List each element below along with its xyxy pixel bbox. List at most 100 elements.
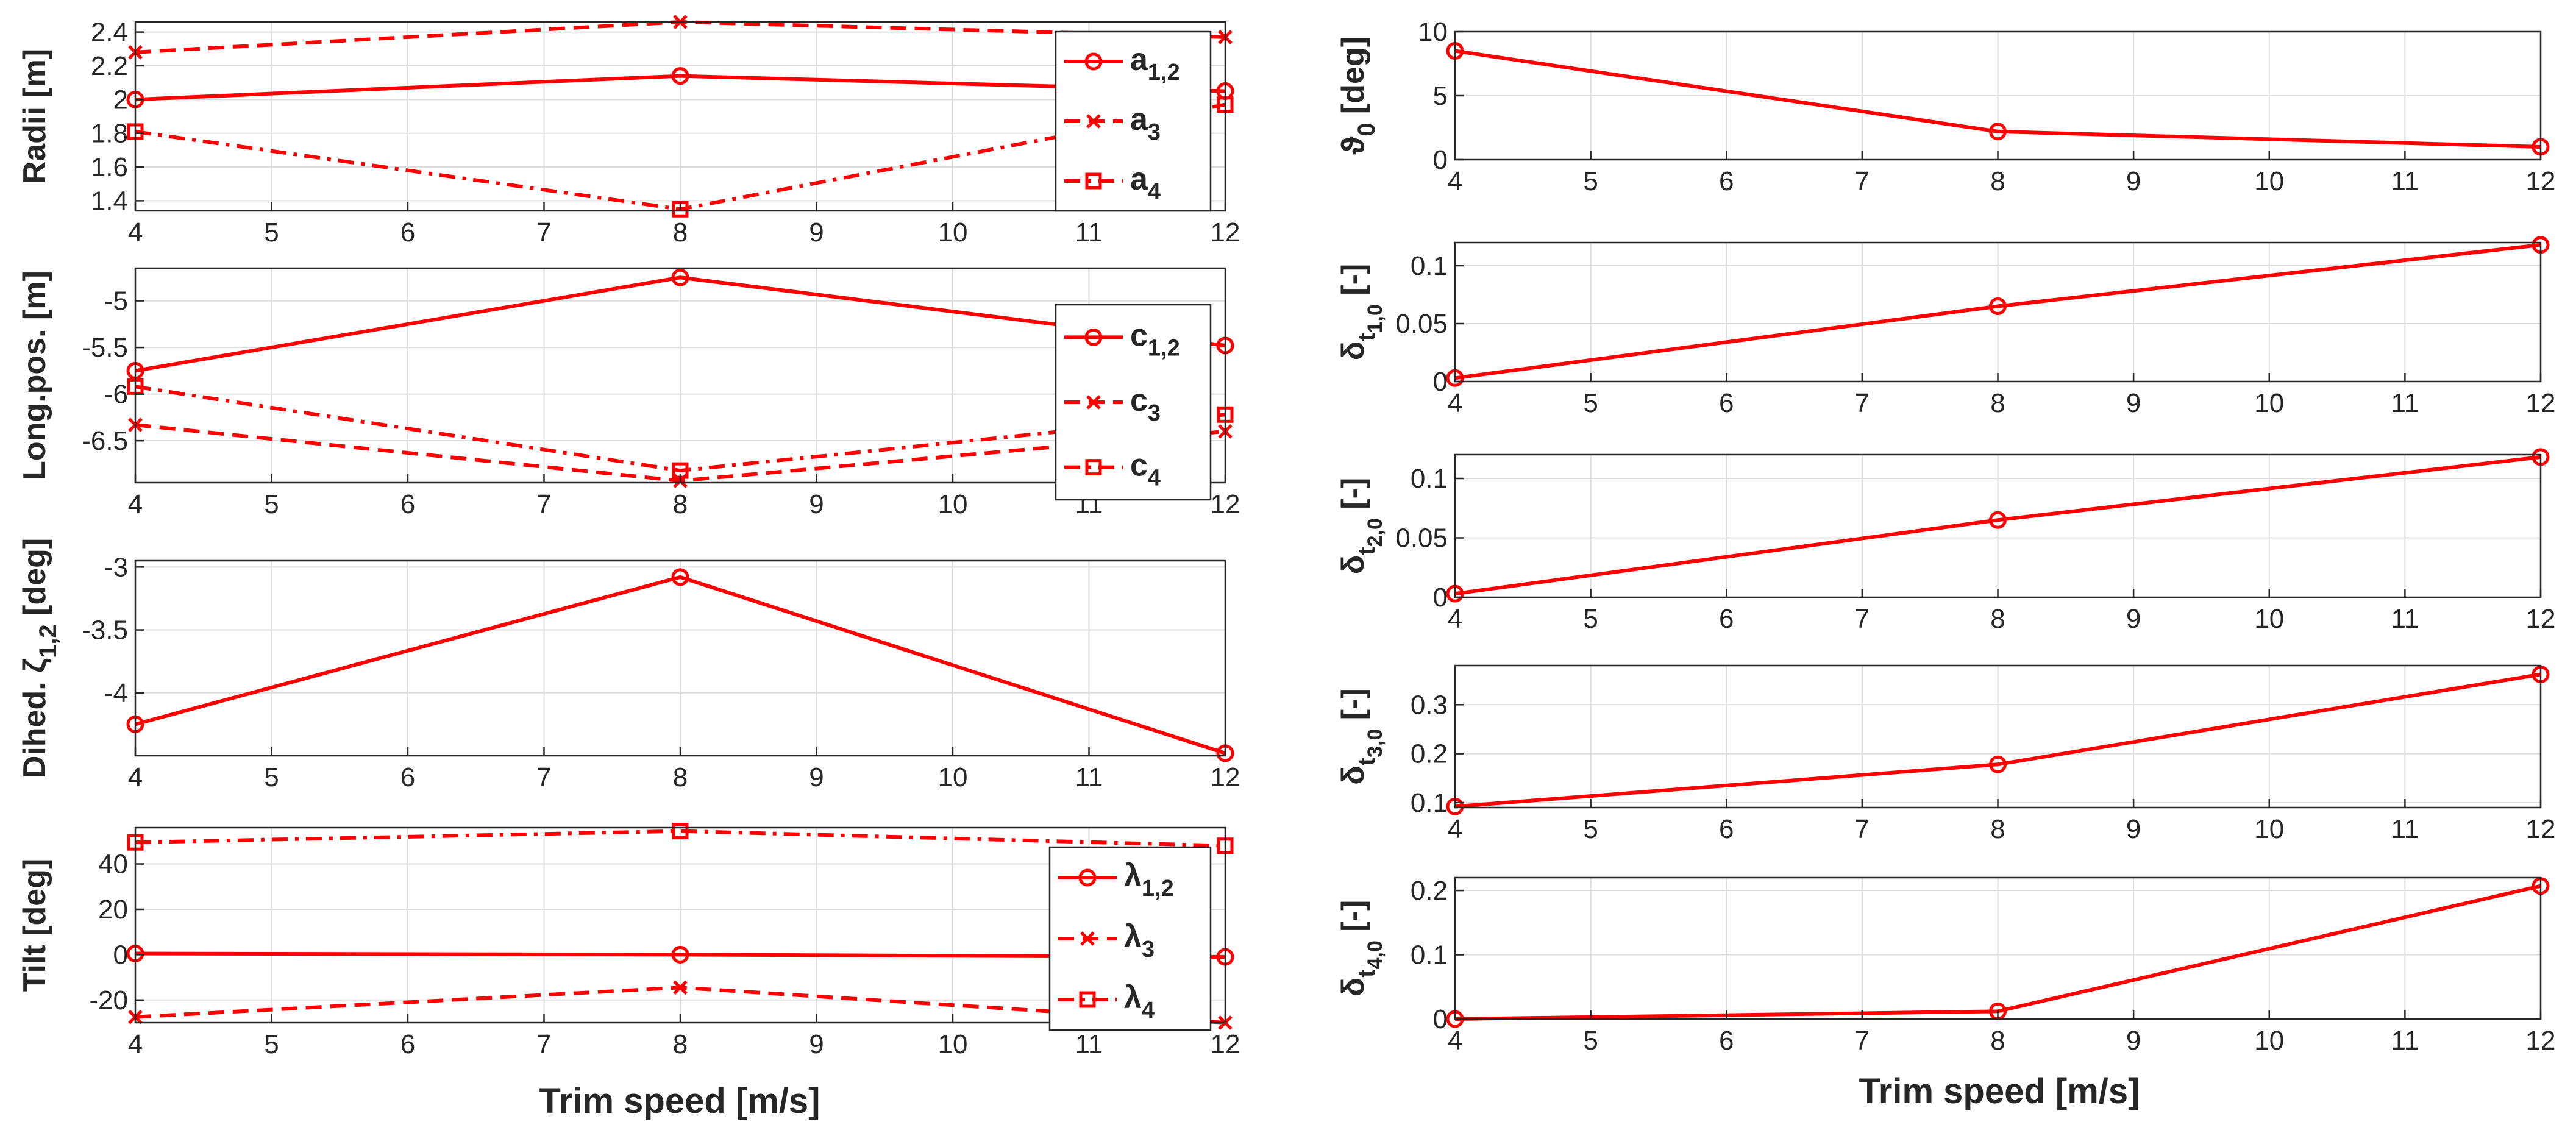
y-tick-label: 2: [113, 85, 128, 115]
x-tick-label: 12: [2526, 814, 2556, 844]
x-tick-label: 5: [264, 762, 279, 792]
x-tick-label: 5: [1583, 604, 1598, 634]
y-tick-label: 1.6: [91, 152, 128, 182]
panel-tilt: 4 5 6 7 8 9 10 11 12 -20 0 20 40 Tilt [deg] λ1,2 λ3 λ4: [17, 823, 1240, 1059]
x-tick-label: 9: [2126, 814, 2141, 844]
y-tick-label: 0.3: [1411, 690, 1448, 720]
x-tick-label: 5: [264, 1029, 279, 1059]
y-axis-label: Tilt [deg]: [17, 859, 52, 992]
y-tick-label: 0: [1433, 1004, 1448, 1034]
y-tick-label: 0.05: [1395, 524, 1448, 553]
data-point-marker: [1989, 297, 2007, 315]
y-tick-label: -6.5: [82, 426, 128, 456]
x-tick-label: 12: [1211, 218, 1240, 247]
x-tick-label: 6: [1719, 166, 1734, 196]
x-tick-label: 10: [938, 218, 968, 247]
x-tick-label: 10: [2254, 388, 2284, 418]
y-tick-label: 0.2: [1411, 876, 1448, 906]
panel-theta0: 4 5 6 7 8 9 10 11 12 0 5 10 ϑ0 [deg]: [1336, 17, 2555, 196]
y-tick-label: 1.4: [91, 186, 128, 216]
y-tick-label: 1.8: [91, 119, 128, 149]
x-tick-label: 8: [673, 489, 688, 519]
x-tick-label: 11: [2391, 1026, 2419, 1056]
x-tick-label: 12: [1211, 489, 1240, 519]
y-tick-label: -5: [104, 286, 128, 316]
x-tick-label: 9: [809, 489, 824, 519]
y-tick-label: 20: [98, 895, 128, 925]
y-axis-label: Dihed. ζ1,2 [deg]: [17, 538, 62, 778]
legend-marker: [1084, 328, 1103, 346]
y-tick-label: 0: [1433, 145, 1448, 175]
series-line-δt3,0: [1454, 672, 2541, 809]
y-axis-label: Long.pos. [m]: [17, 271, 52, 480]
x-tick-label: 8: [1990, 814, 2005, 844]
y-tick-label: -6: [104, 380, 128, 410]
y-tick-label: 2.4: [91, 18, 128, 48]
x-tick-label: 9: [809, 762, 824, 792]
x-tick-label: 11: [2391, 814, 2419, 844]
x-tick-label: 8: [1990, 1026, 2005, 1056]
y-tick-label: 0: [1433, 583, 1448, 613]
x-tick-label: 5: [264, 489, 279, 519]
y-tick-label: -3.5: [82, 616, 128, 645]
x-tick-label: 10: [938, 1029, 968, 1059]
x-tick-label: 9: [2126, 388, 2141, 418]
y-axis-label: δt1,0 [-]: [1336, 264, 1387, 361]
y-tick-label: 0.05: [1395, 309, 1448, 339]
x-tick-label: 4: [1448, 814, 1462, 844]
x-tick-label: 7: [1855, 1026, 1870, 1056]
legend-tilt: λ1,2 λ3 λ4: [1048, 846, 1212, 1031]
y-tick-label: 0: [113, 940, 128, 970]
series-line-ϑ0: [1454, 49, 2541, 149]
panel-dt1: 4 5 6 7 8 9 10 11 12 0 0.05 0.1 δt1,0 [-]: [1336, 236, 2555, 418]
x-tick-label: 9: [2126, 1026, 2141, 1056]
panel-dihedral: 4 5 6 7 8 9 10 11 12 -4 -3.5 -3 Dihed. ζ1,2 [deg]: [17, 538, 1240, 792]
x-tick-label: 9: [2126, 604, 2141, 634]
x-tick-label: 7: [1855, 604, 1870, 634]
legend-entry-label: a1,2: [1130, 42, 1180, 85]
legend-entry-label: c1,2: [1130, 318, 1180, 361]
x-tick-label: 10: [938, 489, 968, 519]
x-tick-label: 9: [809, 1029, 824, 1059]
series-line-λ4: [135, 829, 1226, 848]
x-tick-label: 10: [2254, 814, 2284, 844]
legend-entry-label: λ3: [1124, 919, 1155, 962]
x-tick-label: 5: [1583, 814, 1598, 844]
legend-entry-label: λ4: [1124, 980, 1155, 1023]
x-tick-label: 11: [1075, 1029, 1103, 1059]
x-tick-label: 4: [128, 489, 143, 519]
x-tick-label: 6: [400, 1029, 415, 1059]
data-point-marker: [673, 980, 688, 995]
y-tick-label: 0.1: [1411, 940, 1448, 970]
x-tick-label: 4: [1448, 388, 1462, 418]
data-point-marker: [672, 823, 689, 840]
x-tick-label: 9: [2126, 166, 2141, 196]
x-tick-label: 6: [1719, 388, 1734, 418]
y-tick-label: 0.1: [1411, 251, 1448, 281]
legend-marker: [1085, 172, 1102, 190]
x-tick-label: 4: [128, 1029, 143, 1059]
y-tick-label: 0.1: [1411, 464, 1448, 494]
x-tick-label: 7: [1855, 166, 1870, 196]
x-tick-label: 10: [2254, 604, 2284, 634]
legend-marker: [1086, 114, 1101, 129]
legend-entry-label: λ1,2: [1124, 858, 1174, 901]
x-tick-label: 5: [1583, 1026, 1598, 1056]
x-tick-label: 6: [1719, 1026, 1734, 1056]
x-tick-label: 7: [536, 218, 551, 247]
x-tick-label: 8: [1990, 388, 2005, 418]
x-tick-label: 8: [673, 762, 688, 792]
y-axis-label: δt3,0 [-]: [1336, 688, 1387, 785]
x-tick-label: 8: [1990, 604, 2005, 634]
x-tick-label: 10: [938, 762, 968, 792]
x-tick-label: 12: [2526, 1026, 2556, 1056]
y-tick-label: 0.1: [1411, 788, 1448, 818]
series-line-ζ1,2: [135, 575, 1226, 755]
legend-entry-label: c4: [1130, 448, 1161, 491]
x-tick-label: 10: [2254, 1026, 2284, 1056]
legend-marker: [1084, 52, 1103, 71]
legend-entry-label: a3: [1130, 102, 1161, 145]
panel-dt4: 4 5 6 7 8 9 10 11 12 0 0.1 0.2 δt4,0 [-]: [1336, 876, 2555, 1056]
panel-dt3: 4 5 6 7 8 9 10 11 12 0.1 0.2 0.3 δt3,0 [-]: [1336, 664, 2556, 844]
